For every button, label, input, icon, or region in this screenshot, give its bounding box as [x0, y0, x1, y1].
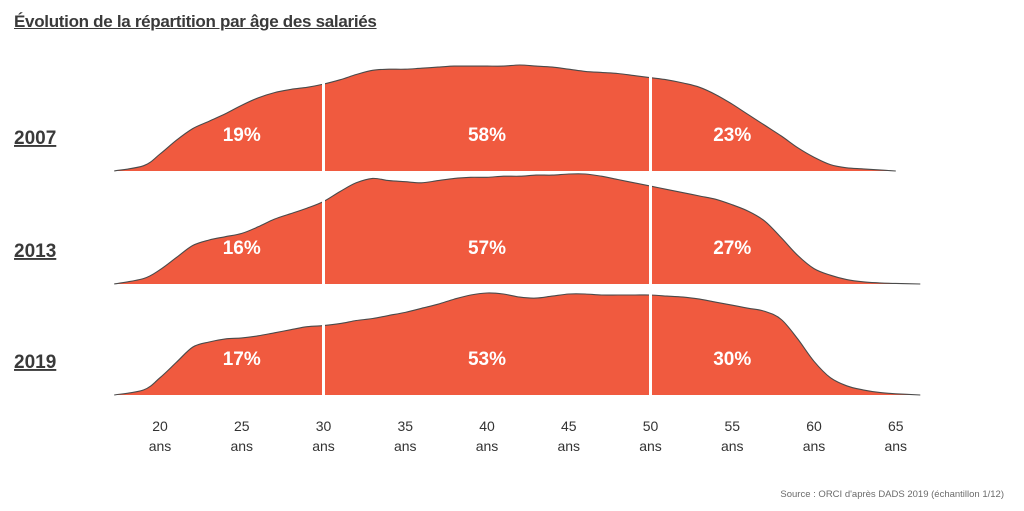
area-2007 — [114, 65, 896, 171]
x-axis: 20 ans 25 ans 30 ans 35 ans 40 ans 45 ans 50 ans 55 ans… — [149, 418, 907, 454]
x-tick-label-45: 45 — [561, 418, 577, 434]
x-tick-unit-40: ans — [476, 438, 499, 454]
x-tick-unit-30: ans — [312, 438, 335, 454]
year-label-2007: 2007 — [14, 128, 56, 149]
area-2019 — [114, 292, 921, 395]
year-label-2019: 2019 — [14, 352, 56, 373]
x-tick-label-65: 65 — [888, 418, 904, 434]
source-note: Source : ORCI d'après DADS 2019 (échanti… — [780, 489, 1004, 500]
x-tick-unit-45: ans — [557, 438, 580, 454]
x-tick-unit-35: ans — [394, 438, 417, 454]
x-tick-unit-65: ans — [884, 438, 907, 454]
x-tick-label-25: 25 — [234, 418, 250, 434]
share-label-2007-0: 19% — [223, 125, 261, 146]
x-tick-label-55: 55 — [724, 418, 740, 434]
share-label-2007-2: 23% — [713, 125, 751, 146]
x-tick-label-50: 50 — [643, 418, 659, 434]
ridge-2007: 19% 58% 23% 2007 — [14, 64, 896, 172]
x-tick-unit-60: ans — [803, 438, 826, 454]
x-tick-label-30: 30 — [316, 418, 332, 434]
share-label-2019-2: 30% — [713, 349, 751, 370]
outline-2019 — [114, 292, 921, 396]
year-label-2013: 2013 — [14, 241, 56, 262]
share-label-2013-2: 27% — [713, 238, 751, 259]
chart-title: Évolution de la répartition par âge des … — [14, 12, 377, 31]
x-tick-unit-50: ans — [639, 438, 662, 454]
x-tick-label-60: 60 — [806, 418, 822, 434]
x-tick-label-20: 20 — [152, 418, 168, 434]
ridge-2019: 17% 53% 30% 2019 — [14, 292, 921, 396]
share-label-2013-0: 16% — [223, 238, 261, 259]
x-tick-label-40: 40 — [479, 418, 495, 434]
outline-2013 — [114, 173, 921, 285]
x-tick-label-35: 35 — [397, 418, 413, 434]
x-tick-unit-25: ans — [230, 438, 253, 454]
share-label-2019-1: 53% — [468, 349, 506, 370]
share-label-2007-1: 58% — [468, 125, 506, 146]
x-tick-unit-55: ans — [721, 438, 744, 454]
area-2013 — [114, 173, 921, 284]
share-label-2013-1: 57% — [468, 238, 506, 259]
x-tick-unit-20: ans — [149, 438, 172, 454]
outline-2007 — [114, 64, 896, 172]
share-label-2019-0: 17% — [223, 349, 261, 370]
ridge-2013: 16% 57% 27% 2013 — [14, 173, 921, 285]
